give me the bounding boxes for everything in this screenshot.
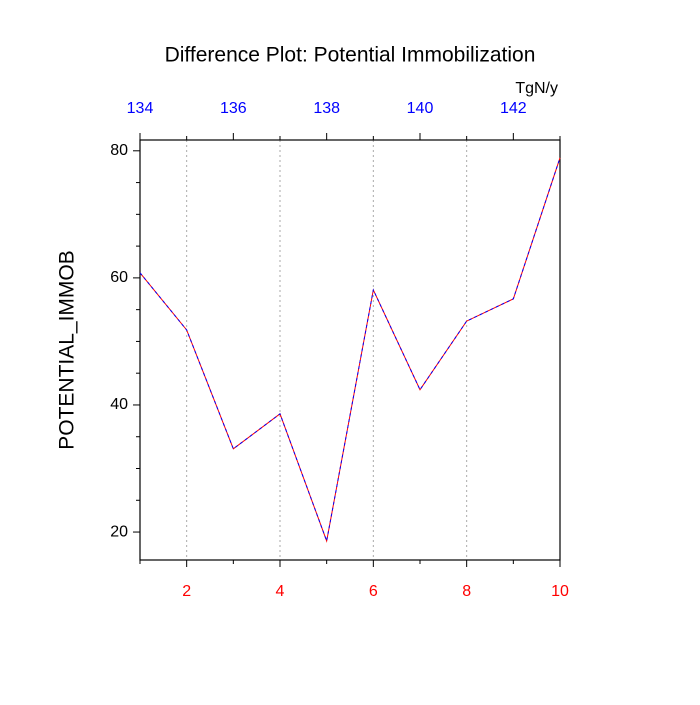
x-tick-label: 8 (462, 583, 471, 600)
plot-frame (139, 139, 561, 561)
y-tick-label: 40 (110, 396, 128, 413)
chart-title: Difference Plot: Potential Immobilizatio… (165, 44, 536, 67)
data-line-dash (139, 157, 561, 543)
y-axis-label: POTENTIAL_IMMOB (56, 250, 79, 450)
y-tick-label: 80 (110, 142, 128, 159)
x2-tick-label: 134 (127, 100, 154, 117)
y-tick-label: 60 (110, 269, 128, 286)
x-tick-label: 2 (182, 583, 191, 600)
x2-tick-label: 140 (407, 100, 434, 117)
y-tick-label: 20 (110, 523, 128, 540)
x2-axis-label: TgN/y (515, 80, 558, 97)
x2-tick-label: 136 (220, 100, 247, 117)
x-tick-label: 6 (369, 583, 378, 600)
x2-tick-label: 142 (500, 100, 527, 117)
x2-tick-label: 138 (313, 100, 340, 117)
data-line (139, 157, 561, 543)
x-tick-label: 4 (276, 583, 285, 600)
x-tick-label: 10 (551, 583, 569, 600)
